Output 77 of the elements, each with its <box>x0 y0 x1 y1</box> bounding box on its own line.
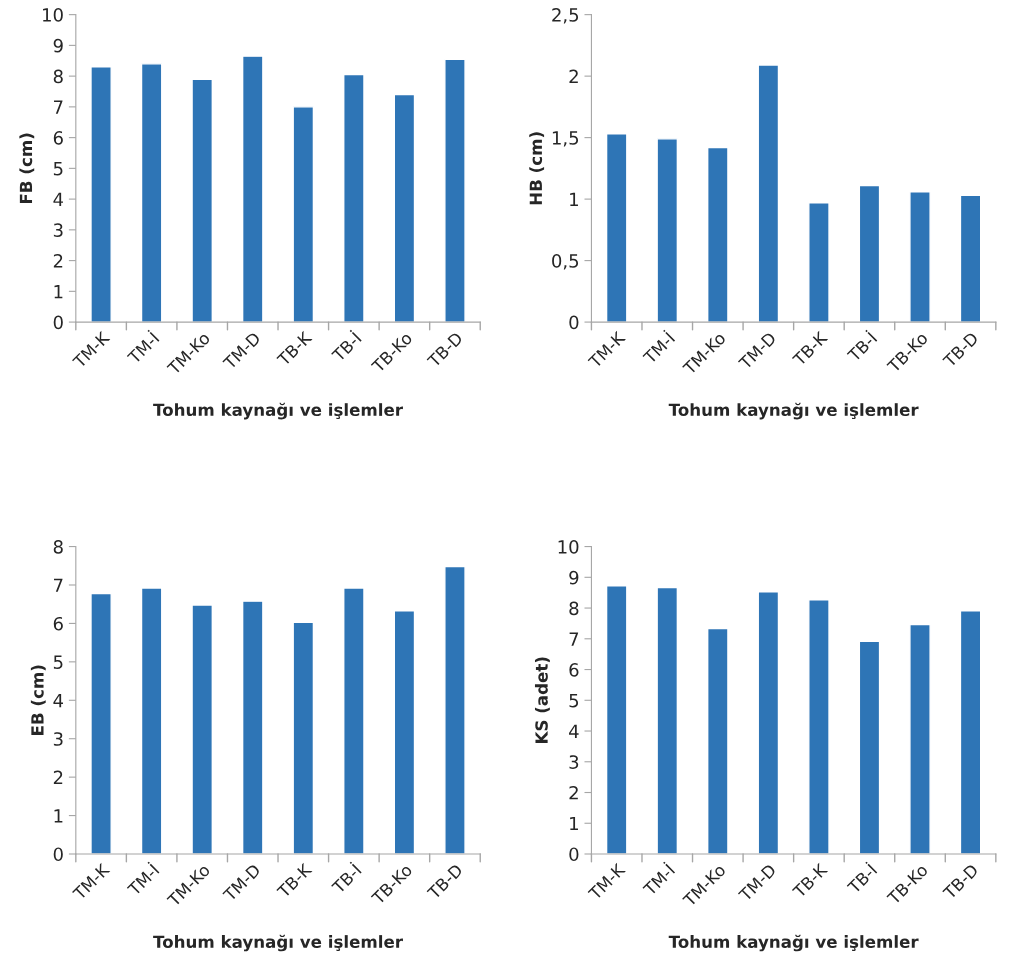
y-tick-label: 6 <box>53 131 63 145</box>
bar <box>858 640 881 854</box>
bar <box>808 599 830 854</box>
bar <box>90 592 112 854</box>
x-axis-title: Tohum kaynağı ve işlemler <box>668 934 919 952</box>
bar <box>140 63 163 323</box>
y-tick-label: 10 <box>558 540 579 554</box>
y-tick-label: 0 <box>569 315 579 330</box>
y-tick-label: 0 <box>53 847 63 862</box>
bar <box>90 66 112 323</box>
y-tick-label: 0 <box>569 847 579 862</box>
bar <box>191 604 214 854</box>
y-tick-label: 1 <box>570 192 578 206</box>
y-tick-label: 8 <box>569 601 579 616</box>
y-tick-label: 2,5 <box>552 8 579 24</box>
bar <box>959 610 982 854</box>
y-tick-label: 3 <box>569 755 579 769</box>
y-tick-label: 7 <box>54 100 63 114</box>
y-tick-label: 6 <box>53 616 63 631</box>
bar <box>343 587 365 854</box>
y-tick-label: 8 <box>53 69 63 84</box>
y-tick-label: 0,5 <box>552 254 579 270</box>
bar <box>707 146 729 323</box>
bar <box>393 93 416 323</box>
bar <box>909 623 931 854</box>
y-tick-label: 7 <box>569 632 579 646</box>
bar <box>605 585 628 854</box>
bar <box>191 78 214 323</box>
bar <box>241 600 264 854</box>
y-tick-label: 4 <box>53 192 64 206</box>
y-tick-label: 2 <box>569 785 578 800</box>
y-tick-label: 2 <box>53 254 63 268</box>
y-tick-label: 3 <box>53 732 63 746</box>
bar <box>909 191 931 323</box>
bar <box>444 565 466 854</box>
bar <box>656 586 679 854</box>
bar <box>757 591 780 854</box>
bar <box>444 58 466 323</box>
y-tick-label: 3 <box>53 223 63 237</box>
y-tick-label: 1,5 <box>552 131 579 147</box>
x-axis-title: Tohum kaynağı ve işlemler <box>668 402 919 420</box>
bar <box>292 106 315 323</box>
bar <box>343 73 365 323</box>
y-tick-label: 4 <box>53 693 64 708</box>
y-tick-label: 2 <box>569 69 578 83</box>
y-tick-label: 1 <box>54 285 63 299</box>
y-tick-label: 2 <box>53 770 63 784</box>
y-axis-title: EB (cm) <box>30 665 46 735</box>
y-tick-label: 10 <box>43 8 63 22</box>
y-tick-label: 1 <box>54 809 63 823</box>
bar <box>605 133 628 323</box>
bar <box>808 202 830 323</box>
y-axis-title: KS (adet) <box>534 657 550 743</box>
bar <box>858 184 881 323</box>
bar <box>292 621 315 854</box>
y-tick-label: 5 <box>53 162 63 176</box>
x-axis-title: Tohum kaynağı ve işlemler <box>153 934 403 952</box>
y-tick-label: 6 <box>569 663 579 677</box>
bar <box>393 610 416 854</box>
bar <box>656 138 679 323</box>
y-tick-label: 9 <box>569 570 579 585</box>
bar <box>707 627 729 854</box>
y-tick-label: 1 <box>570 816 578 831</box>
y-axis-title: HB (cm) <box>529 132 545 205</box>
y-tick-label: 8 <box>53 540 63 554</box>
y-tick-label: 0 <box>53 315 63 330</box>
y-tick-label: 4 <box>569 724 579 738</box>
bar <box>140 587 163 854</box>
y-axis-title: FB (cm) <box>19 133 35 204</box>
y-tick-label: 5 <box>569 693 579 708</box>
y-tick-label: 7 <box>54 578 63 592</box>
y-tick-label: 5 <box>53 655 63 669</box>
y-tick-label: 9 <box>53 38 63 53</box>
bar <box>241 55 264 323</box>
bar <box>757 64 780 323</box>
bar <box>959 194 982 323</box>
x-axis-title: Tohum kaynağı ve işlemler <box>153 402 403 420</box>
